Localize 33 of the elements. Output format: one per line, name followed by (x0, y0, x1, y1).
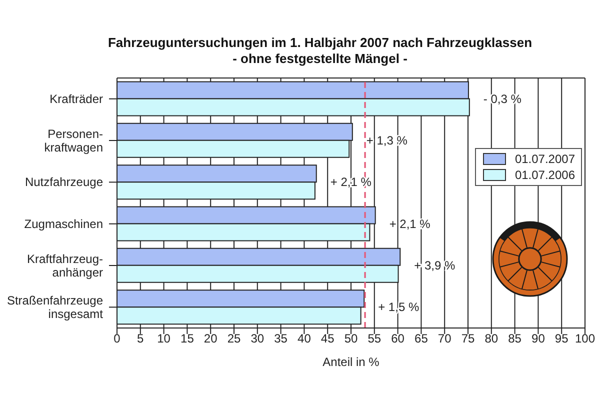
x-tick-label: 35 (274, 332, 288, 346)
y-tick-label: Straßenfahrzeuge insgesamt (6, 293, 104, 321)
y-tick-label: Krafträder (50, 92, 103, 106)
legend-label: 01.07.2007 (514, 151, 575, 167)
x-tick-label: 55 (368, 332, 382, 346)
y-tick-label: Kraftfahrzeug- anhänger (26, 252, 103, 280)
chart-subtitle: - ohne festgestellte Mängel - (232, 51, 408, 66)
x-tick-label: 45 (320, 332, 335, 346)
x-tick-label: 60 (391, 332, 405, 346)
x-tick-label: 95 (554, 332, 569, 346)
x-tick-label: 40 (298, 332, 312, 346)
x-tick-label: 85 (508, 332, 522, 346)
x-tick-label: 5 (137, 332, 144, 346)
x-tick-label: 15 (180, 332, 194, 346)
x-tick-label: 65 (414, 332, 428, 346)
x-tick-label: 80 (484, 332, 498, 346)
x-tick-label: 90 (532, 332, 546, 346)
y-tick-label: Nutzfahrzeuge (24, 175, 104, 190)
x-tick-label: 100 (574, 332, 596, 346)
x-tick-label: 25 (227, 332, 241, 346)
chart-title: Fahrzeuguntersuchungen im 1. Halbjahr 2007 nach Fahrzeugklassen (108, 35, 532, 50)
y-tick-label: Zugmaschinen (24, 216, 103, 231)
annotation: + 3,9 % (414, 258, 456, 272)
legend-label: 01.07.2006 (514, 167, 575, 183)
x-tick-label: 75 (461, 332, 475, 346)
x-tick-label: 10 (157, 332, 171, 346)
x-tick-label: 70 (438, 332, 452, 346)
x-tick-label: 0 (114, 332, 121, 346)
x-tick-label: 30 (250, 332, 264, 346)
x-tick-label: 20 (204, 332, 218, 346)
y-tick-label: Personen- kraftwagen (44, 126, 103, 154)
x-axis-title: Anteil in % (322, 355, 380, 369)
x-tick-label: 50 (344, 332, 358, 346)
